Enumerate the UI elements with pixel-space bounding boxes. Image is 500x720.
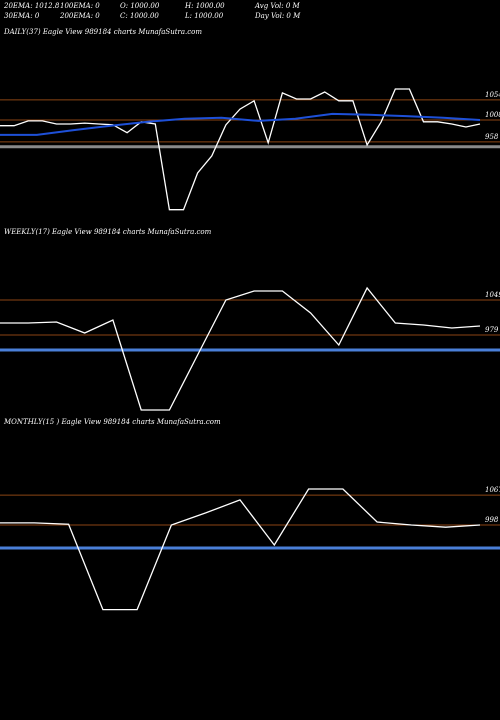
header-item: 200EMA: 0: [59, 12, 100, 20]
y-tick-label: 998: [485, 516, 499, 524]
header-item: 100EMA: 0: [60, 2, 100, 10]
header-item: Day Vol: 0 M: [254, 12, 301, 20]
y-tick-label: 979: [485, 326, 499, 334]
panel-title: WEEKLY(17) Eagle View 989184 charts Muna…: [4, 228, 212, 236]
header-item: C: 1000.00: [120, 12, 159, 20]
price-line: [0, 88, 481, 211]
y-tick-label: 958: [485, 133, 499, 141]
price-line: [0, 488, 481, 611]
y-tick-label: 1049: [485, 291, 500, 299]
header-item: H: 1000.00: [184, 2, 225, 10]
header-item: Avg Vol: 0 M: [254, 2, 301, 10]
header-item: 30EMA: 0: [4, 12, 40, 20]
y-tick-label: 1067: [485, 486, 500, 494]
panel-title: MONTHLY(15 ) Eagle View 989184 charts Mu…: [3, 418, 221, 426]
price-line: [0, 286, 481, 411]
panel-title: DAILY(37) Eagle View 989184 charts Munaf…: [3, 28, 202, 36]
y-tick-label: 1008: [485, 111, 500, 119]
header-item: L: 1000.00: [184, 12, 224, 20]
y-tick-label: 1054: [485, 91, 500, 99]
price-line: [0, 112, 481, 136]
header-item: O: 1000.00: [120, 2, 160, 10]
header-item: 20EMA: 1012.8: [3, 2, 60, 10]
